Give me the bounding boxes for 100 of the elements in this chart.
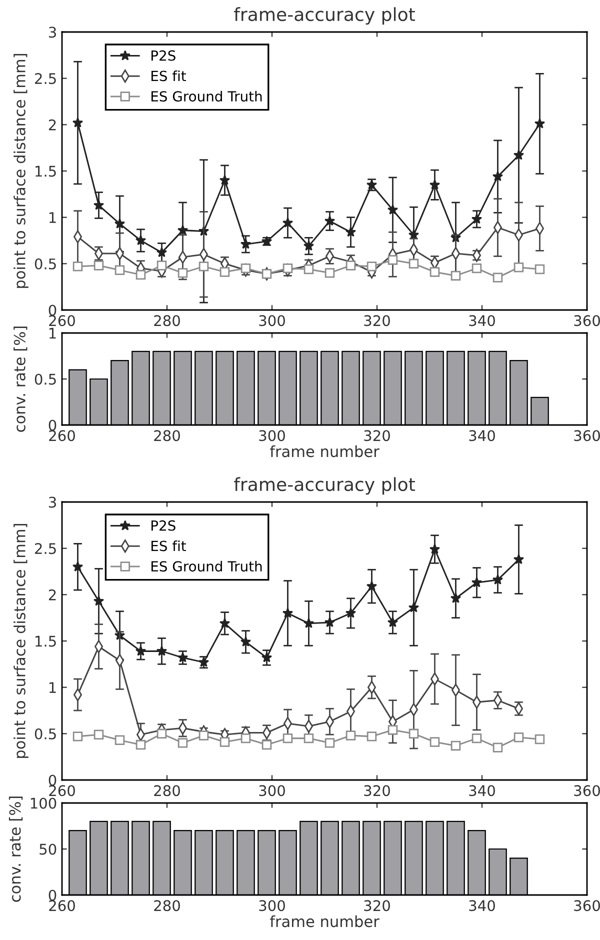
y-tick-label: 100 <box>30 798 56 809</box>
y-tick-label: 1.5 <box>36 166 56 177</box>
point <box>388 255 398 265</box>
point <box>346 730 356 740</box>
point <box>408 229 420 240</box>
x-tick-label: 360 <box>574 900 600 912</box>
x-tick-label: 340 <box>469 900 495 912</box>
point <box>261 652 272 662</box>
legend-label: ES fit <box>152 540 186 552</box>
point <box>366 580 378 591</box>
x-tick-label: 260 <box>49 315 75 326</box>
y-tick-label: 1 <box>49 328 56 339</box>
x-tick-label: 360 <box>574 430 600 442</box>
point <box>387 616 398 628</box>
point <box>220 267 230 277</box>
y-tick-label: 2 <box>48 119 56 130</box>
point <box>156 646 168 656</box>
x-tick-label: 300 <box>259 430 285 442</box>
point <box>471 577 482 588</box>
y-tick-label: 0.5 <box>34 374 56 385</box>
x-tick-label: 260 <box>49 785 75 796</box>
point <box>282 263 293 274</box>
point <box>198 262 209 272</box>
point <box>471 214 482 224</box>
y-tick-label: 0.5 <box>34 258 56 270</box>
point <box>240 636 252 647</box>
point <box>346 260 356 270</box>
point <box>94 730 104 740</box>
legend-label: ES Ground Truth <box>152 560 262 572</box>
point <box>408 602 420 612</box>
y-axis-title: point to surface distance [mm] <box>14 524 28 758</box>
point <box>93 200 104 210</box>
point <box>408 258 419 269</box>
x-tick-label: 280 <box>154 315 180 326</box>
point <box>304 733 314 744</box>
point <box>136 270 146 280</box>
y-tick-label: 1 <box>49 212 56 223</box>
point <box>324 738 335 748</box>
x-tick-label: 300 <box>259 900 285 912</box>
point <box>156 260 167 270</box>
x-tick-label: 260 <box>49 900 75 912</box>
y-tick-label: 0 <box>48 890 56 901</box>
point <box>177 652 188 662</box>
point <box>178 738 188 748</box>
point <box>240 733 251 744</box>
point <box>324 215 336 226</box>
point <box>282 733 293 744</box>
point <box>156 246 168 258</box>
y-axis-title: conv. rate [%] <box>14 326 28 432</box>
x-tick-label: 280 <box>154 785 180 796</box>
chart-title: frame-accuracy plot <box>234 477 415 495</box>
point <box>492 171 504 182</box>
point <box>262 740 272 750</box>
point <box>72 561 84 572</box>
point <box>324 268 335 278</box>
point <box>135 646 146 656</box>
y-tick-label: 50 <box>40 844 56 855</box>
point <box>219 618 230 628</box>
point <box>135 234 146 246</box>
y-tick-label: 0 <box>48 774 56 786</box>
x-tick-label: 300 <box>259 785 285 796</box>
point <box>492 574 504 584</box>
point <box>345 226 356 237</box>
x-axis-title: frame number <box>270 445 380 458</box>
point <box>324 616 336 628</box>
x-tick-label: 300 <box>259 315 285 326</box>
point <box>282 608 294 618</box>
point <box>472 263 482 274</box>
legend-label: ES fit <box>152 70 186 82</box>
point <box>513 150 524 160</box>
x-tick-label: 260 <box>49 430 75 442</box>
y-tick-label: 3 <box>48 496 56 508</box>
y-axis-title: point to surface distance [mm] <box>14 54 28 288</box>
point <box>303 618 314 628</box>
point <box>114 265 125 276</box>
point <box>198 730 209 740</box>
point <box>304 264 314 274</box>
point <box>513 554 524 564</box>
y-tick-label: 0.5 <box>34 728 56 740</box>
point <box>94 260 104 270</box>
point <box>430 737 440 747</box>
point <box>136 740 146 750</box>
point <box>366 262 377 272</box>
point <box>114 735 125 746</box>
point <box>178 268 188 278</box>
point <box>72 117 84 128</box>
point <box>388 725 398 735</box>
x-axis-title: frame number <box>270 915 380 928</box>
y-tick-label: 1 <box>49 682 56 693</box>
point <box>387 204 398 215</box>
y-tick-label: 0 <box>48 304 56 316</box>
point <box>240 263 251 274</box>
point <box>430 267 440 277</box>
x-tick-label: 280 <box>154 900 180 912</box>
point <box>366 732 377 742</box>
point <box>514 262 524 272</box>
point <box>534 264 545 274</box>
legend-label: ES Ground Truth <box>152 90 262 102</box>
point <box>534 734 545 744</box>
point <box>534 118 546 128</box>
